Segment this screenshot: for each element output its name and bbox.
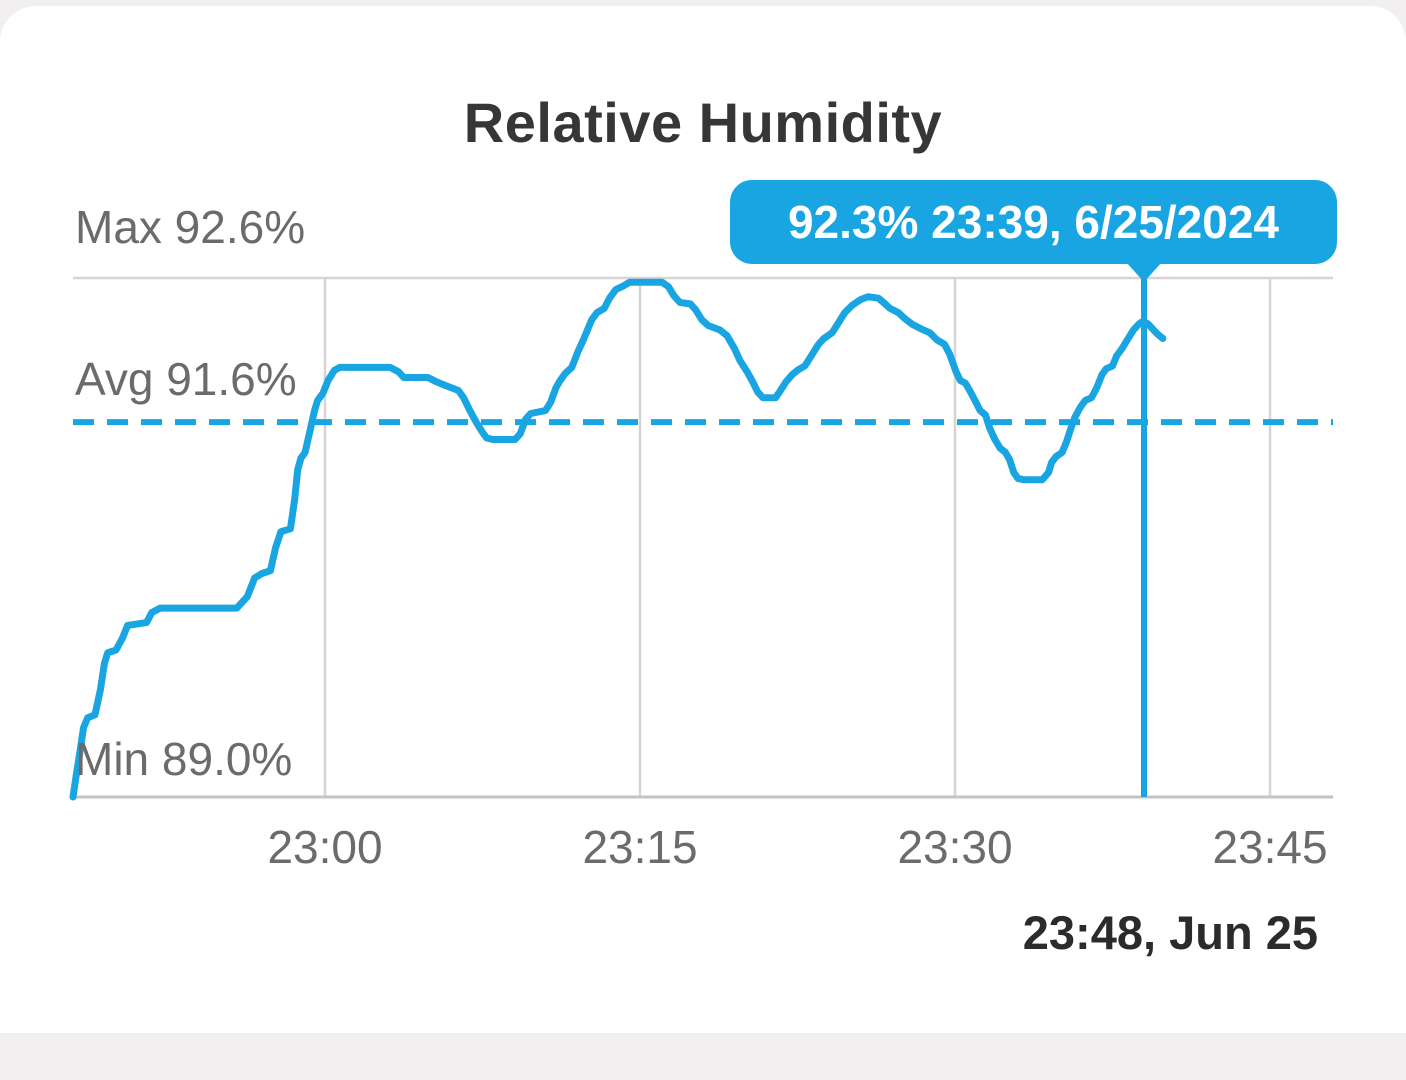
- max-value-label: Max 92.6%: [75, 201, 306, 253]
- x-axis-tick-2330: 23:30: [897, 821, 1013, 873]
- chart-title: Relative Humidity: [463, 91, 943, 154]
- humidity-series-line: [69, 278, 1167, 801]
- x-axis-tick-2300: 23:00: [267, 821, 383, 873]
- x-axis-tick-2345: 23:45: [1212, 821, 1328, 873]
- min-value-label: Min 89.0%: [75, 733, 293, 785]
- humidity-card: [0, 6, 1406, 1033]
- cursor-tooltip-text: 92.3% 23:39, 6/25/2024: [787, 196, 1280, 248]
- current-timestamp: 23:48, Jun 25: [1022, 906, 1318, 959]
- tooltip-pointer-icon: [1126, 262, 1162, 282]
- cursor-tooltip: 92.3% 23:39, 6/25/2024: [730, 180, 1337, 282]
- avg-value-label: Avg 91.6%: [75, 353, 297, 405]
- x-axis-tick-2315: 23:15: [582, 821, 698, 873]
